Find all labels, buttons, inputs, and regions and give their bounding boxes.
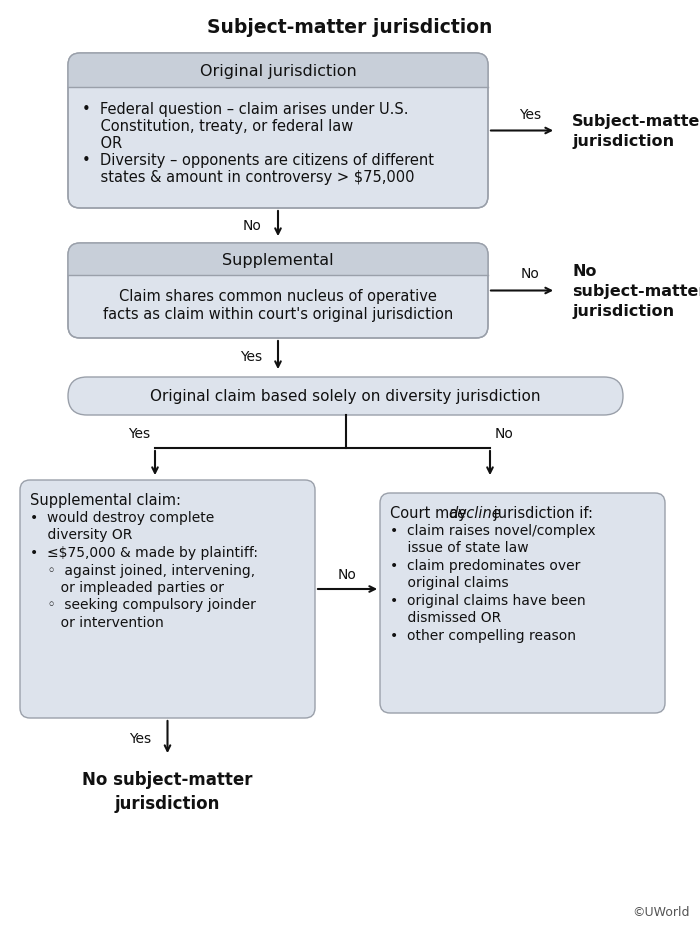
Text: ◦  seeking compulsory joinder: ◦ seeking compulsory joinder [30, 598, 256, 612]
Bar [68, 71, 488, 88]
FancyBboxPatch shape [68, 244, 488, 339]
Text: OR: OR [82, 135, 122, 151]
Text: or impleaded parties or: or impleaded parties or [30, 580, 224, 594]
Text: •  other compelling reason: • other compelling reason [390, 628, 576, 642]
Text: Claim shares common nucleus of operative: Claim shares common nucleus of operative [119, 289, 437, 303]
Text: dismissed OR: dismissed OR [390, 611, 501, 625]
FancyBboxPatch shape [68, 54, 488, 209]
Text: No subject-matter
jurisdiction: No subject-matter jurisdiction [83, 770, 253, 812]
Bar [68, 260, 488, 276]
Text: •  would destroy complete: • would destroy complete [30, 510, 214, 524]
Text: states & amount in controversy > $75,000: states & amount in controversy > $75,000 [82, 170, 414, 185]
Text: Original claim based solely on diversity jurisdiction: Original claim based solely on diversity… [150, 389, 540, 404]
Text: Yes: Yes [240, 350, 262, 364]
Text: facts as claim within court's original jurisdiction: facts as claim within court's original j… [103, 306, 453, 322]
Text: •  Diversity – opponents are citizens of different: • Diversity – opponents are citizens of … [82, 153, 434, 168]
Text: decline: decline [449, 506, 501, 521]
Text: No: No [495, 427, 514, 441]
Text: Supplemental claim:: Supplemental claim: [30, 493, 181, 508]
Text: No: No [521, 267, 540, 281]
Text: ©UWorld: ©UWorld [633, 905, 690, 918]
Text: issue of state law: issue of state law [390, 541, 528, 555]
Text: diversity OR: diversity OR [30, 528, 132, 542]
FancyBboxPatch shape [68, 378, 623, 416]
Text: ◦  against joined, intervening,: ◦ against joined, intervening, [30, 563, 255, 577]
Text: •  Federal question – claim arises under U.S.: • Federal question – claim arises under … [82, 102, 409, 117]
Text: Court may: Court may [390, 506, 472, 521]
Text: Supplemental: Supplemental [222, 252, 334, 267]
Text: •  ≤$75,000 & made by plaintiff:: • ≤$75,000 & made by plaintiff: [30, 546, 258, 560]
Text: •  claim predominates over: • claim predominates over [390, 559, 580, 573]
FancyBboxPatch shape [380, 494, 665, 714]
Text: Yes: Yes [519, 108, 541, 122]
Text: or intervention: or intervention [30, 615, 164, 629]
FancyBboxPatch shape [68, 244, 488, 276]
Text: Original jurisdiction: Original jurisdiction [199, 63, 356, 78]
FancyBboxPatch shape [68, 54, 488, 88]
Text: original claims: original claims [390, 576, 509, 590]
Text: Subject-matter
jurisdiction: Subject-matter jurisdiction [572, 114, 700, 148]
Text: No
subject-matter
jurisdiction: No subject-matter jurisdiction [572, 264, 700, 318]
Text: •  claim raises novel/complex: • claim raises novel/complex [390, 523, 596, 537]
Text: Yes: Yes [128, 427, 150, 441]
Text: No: No [338, 567, 357, 581]
Text: Constitution, treaty, or federal law: Constitution, treaty, or federal law [82, 119, 354, 134]
Text: Subject-matter jurisdiction: Subject-matter jurisdiction [207, 18, 493, 36]
Text: jurisdiction if:: jurisdiction if: [489, 506, 594, 521]
FancyBboxPatch shape [20, 481, 315, 718]
Text: No: No [243, 218, 262, 232]
Text: Yes: Yes [130, 731, 151, 745]
Text: •  original claims have been: • original claims have been [390, 593, 586, 607]
